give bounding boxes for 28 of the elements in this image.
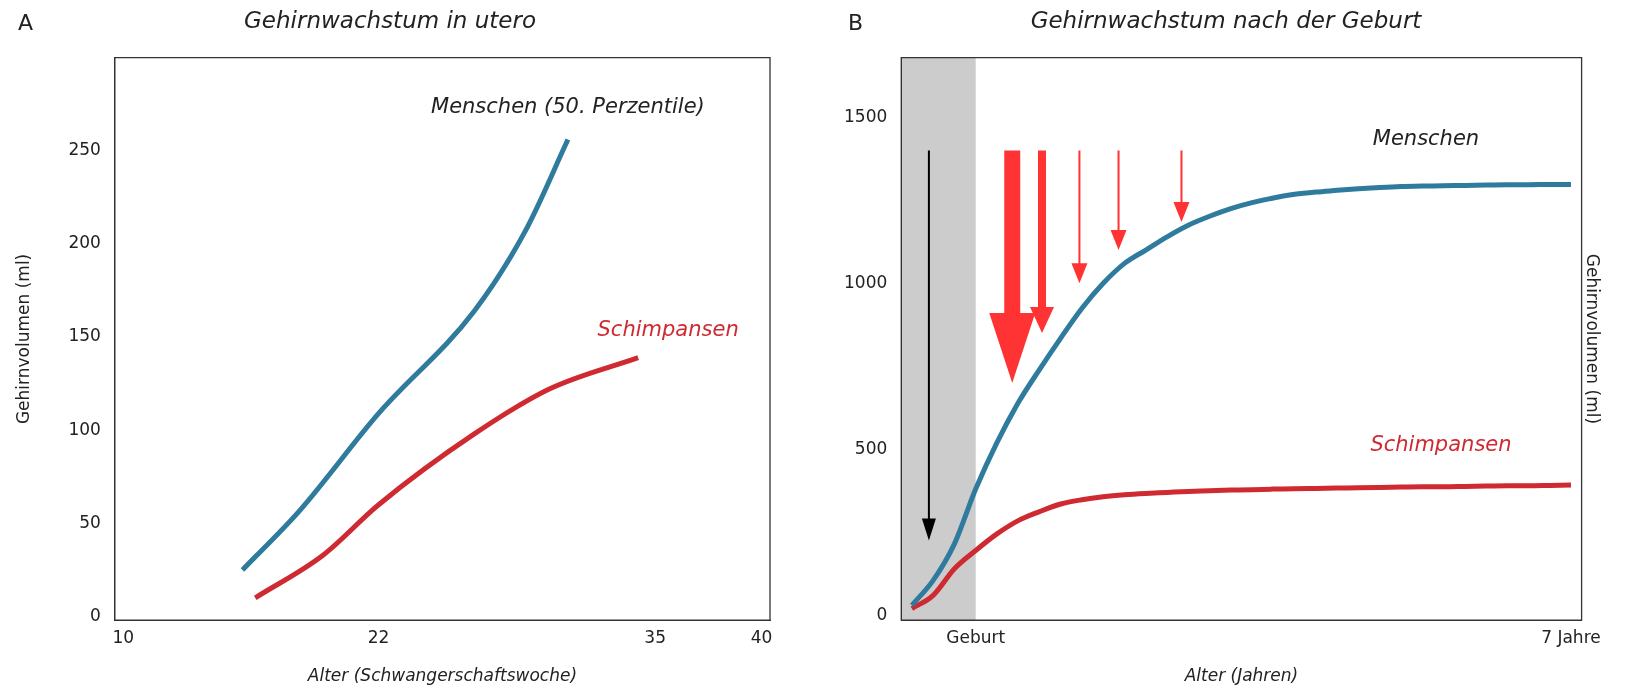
y-axis-title: Gehirnvolumen (ml) (12, 253, 33, 425)
series-label: Schimpansen (597, 316, 739, 341)
x-tick-label: 35 (644, 626, 666, 647)
series-label: Menschen (1372, 125, 1480, 150)
y-tick-label: 500 (854, 437, 888, 458)
y-tick-label: 50 (79, 511, 101, 532)
series-label: Menschen (50. Perzentile) (431, 94, 705, 119)
y-tick-label: 0 (876, 603, 888, 624)
y-tick-label: 200 (68, 232, 101, 253)
y-tick-label: 250 (68, 139, 101, 160)
text: B (848, 9, 864, 35)
y-tick-label: 1500 (844, 105, 888, 126)
y-tick-label: 0 (90, 604, 101, 625)
chart-title: Gehirnwachstum nach der Geburt (1030, 6, 1423, 33)
x-tick-label: 7 Jahre (1541, 626, 1601, 647)
series-label: Schimpansen (1370, 431, 1512, 456)
x-tick-label: 40 (750, 626, 773, 647)
x-axis-title: Alter (Schwangerschaftswoche) (306, 665, 578, 686)
x-tick-label: 10 (112, 626, 135, 647)
x-axis-title: Alter (Jahren) (1183, 665, 1299, 686)
text: A (18, 9, 34, 35)
x-tick-label: 22 (367, 626, 390, 647)
x-tick-label: Geburt (946, 626, 1006, 647)
y-tick-label: 1000 (844, 271, 888, 292)
y-axis-title: Gehirnvolumen (ml) (1583, 253, 1604, 425)
chart-title: Gehirnwachstum in utero (244, 6, 536, 33)
y-tick-label: 150 (68, 325, 101, 346)
y-tick-label: 100 (68, 418, 101, 439)
